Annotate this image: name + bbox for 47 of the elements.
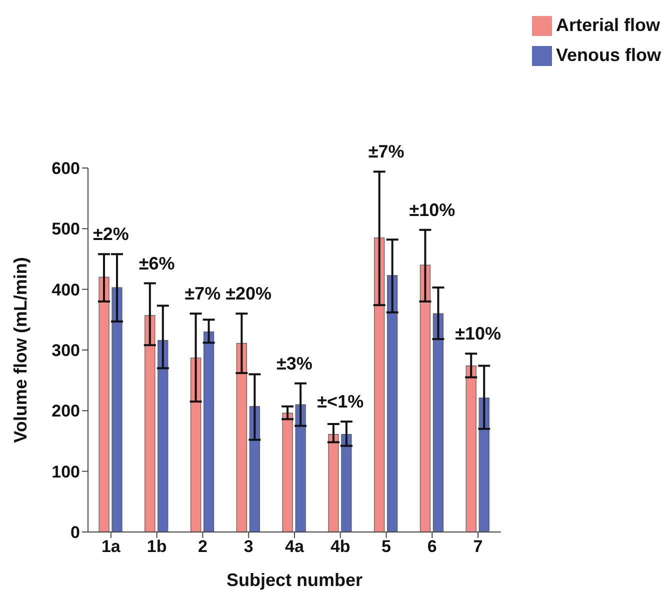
y-tick-label: 300	[52, 341, 80, 360]
annotation: ±<1%	[317, 392, 364, 412]
y-tick-label: 100	[52, 462, 80, 482]
annotation: ±7%	[184, 284, 221, 304]
bar	[478, 398, 490, 532]
y-tick-label: 600	[52, 159, 80, 178]
legend-label: Venous flow	[556, 45, 661, 65]
annotation: ±10%	[455, 324, 501, 344]
bar	[144, 315, 156, 532]
bar	[158, 340, 168, 532]
x-tick-label: 4a	[285, 537, 304, 556]
bar	[190, 358, 202, 532]
bar	[387, 275, 398, 532]
bar	[282, 412, 293, 532]
bar	[420, 264, 431, 532]
bar	[295, 404, 306, 532]
y-tick-label: 500	[52, 220, 80, 239]
bar	[249, 406, 260, 532]
y-tick-label: 400	[52, 280, 80, 300]
x-tick-label: 6	[427, 537, 437, 556]
x-axis-title: Subject number	[226, 570, 363, 590]
x-tick-label: 7	[473, 537, 483, 556]
bar	[341, 434, 352, 532]
annotation: ±3%	[276, 353, 312, 374]
x-tick-label: 4b	[330, 537, 350, 556]
x-tick-label: 3	[244, 537, 254, 556]
bar	[98, 276, 110, 532]
bar	[112, 287, 122, 532]
annotation: ±2%	[92, 224, 129, 244]
annotation: ±6%	[138, 253, 175, 274]
y-axis-title: Volume flow (mL/min)	[10, 257, 30, 443]
legend-label: Arterial flow	[556, 15, 660, 35]
annotation: ±20%	[226, 284, 272, 304]
x-tick-label: 2	[198, 537, 208, 556]
y-tick-label: 0	[70, 523, 80, 542]
bar	[328, 434, 339, 532]
x-tick-label: 1b	[146, 537, 167, 556]
y-tick-label: 200	[52, 402, 80, 421]
x-tick-label: 1a	[101, 537, 121, 556]
annotation: ±10%	[409, 200, 456, 220]
x-tick-label: 5	[382, 537, 391, 556]
bar	[432, 313, 444, 532]
annotation: ±7%	[368, 142, 404, 162]
bar	[374, 237, 385, 532]
bar	[466, 365, 476, 532]
bar	[236, 343, 247, 532]
bar	[203, 332, 214, 532]
